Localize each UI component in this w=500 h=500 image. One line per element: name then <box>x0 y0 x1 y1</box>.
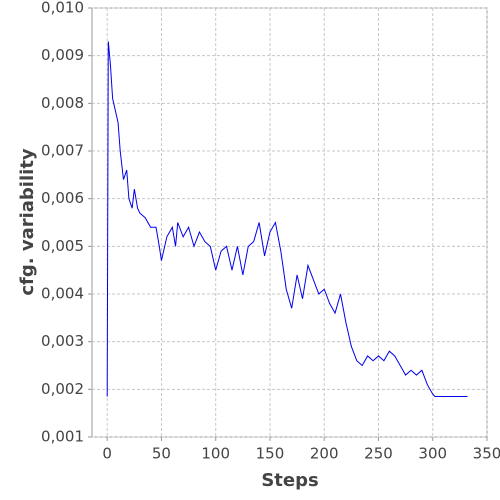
y-tick-label: 0,001 <box>41 428 84 446</box>
y-tick-label: 0,004 <box>41 285 84 303</box>
x-tick-label: 300 <box>418 445 447 463</box>
x-tick-label: 100 <box>201 445 230 463</box>
y-tick-label: 0,008 <box>41 94 84 112</box>
data-line <box>106 41 468 397</box>
y-tick-label: 0,006 <box>41 189 84 207</box>
x-tick-label: 250 <box>364 445 393 463</box>
plot-area <box>91 7 488 438</box>
x-axis-title: Steps <box>261 470 318 491</box>
y-tick-label: 0,009 <box>41 46 84 64</box>
y-tick-label: 0,005 <box>41 237 84 255</box>
x-tick-label: 150 <box>256 445 285 463</box>
y-tick-label: 0,002 <box>41 380 84 398</box>
y-tick-label: 0,010 <box>41 0 84 17</box>
y-tick-label: 0,007 <box>41 142 84 160</box>
x-tick-label: 350 <box>473 445 500 463</box>
y-axis-title: cfg. variability <box>17 148 38 296</box>
y-tick-label: 0,003 <box>41 332 84 350</box>
x-tick-label: 200 <box>310 445 339 463</box>
x-tick-label: 0 <box>102 445 112 463</box>
x-tick-label: 50 <box>152 445 171 463</box>
